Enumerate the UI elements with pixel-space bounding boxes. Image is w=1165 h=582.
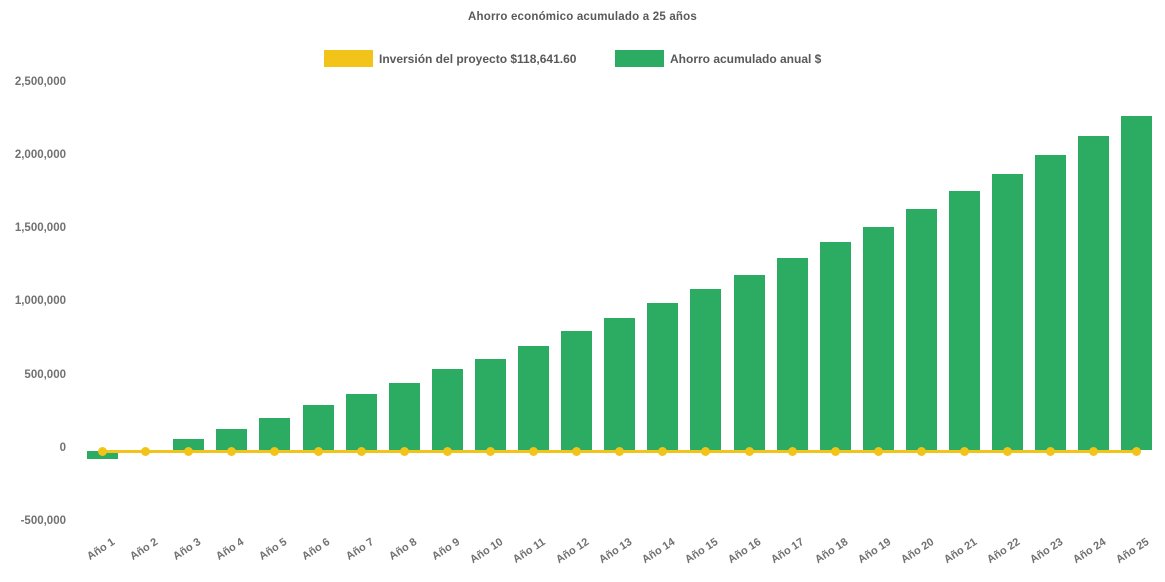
- x-tick-label: Año 21: [941, 536, 980, 567]
- x-tick-label: Año 3: [171, 536, 204, 563]
- x-tick-label: Año 17: [769, 536, 807, 567]
- x-tick-label: Año 24: [1071, 536, 1109, 567]
- savings-bar-año-21: [949, 191, 980, 451]
- x-tick-label: Año 1: [84, 536, 118, 563]
- savings-bar-año-10: [474, 359, 506, 451]
- savings-bar-año-3: [173, 439, 205, 451]
- investment-line-marker: [572, 446, 582, 456]
- savings-bar-año-18: [819, 242, 851, 451]
- savings-bar-año-4: [216, 429, 248, 451]
- x-tick-label: Año 10: [467, 536, 505, 567]
- savings-bar-año-23: [1035, 154, 1067, 451]
- savings-bar-año-11: [518, 345, 549, 451]
- investment-line-marker: [701, 446, 711, 456]
- savings-bar-año-8: [388, 382, 420, 451]
- x-tick-label: Año 23: [1027, 536, 1066, 567]
- investment-line-marker: [313, 446, 323, 456]
- investment-line-marker: [485, 446, 495, 456]
- x-tick-label: Año 19: [855, 536, 893, 567]
- investment-line-marker: [615, 446, 625, 456]
- investment-line-marker: [744, 446, 754, 456]
- x-tick-label: Año 25: [1114, 536, 1152, 567]
- investment-line-marker: [184, 446, 194, 456]
- x-tick-label: Año 14: [640, 536, 678, 567]
- investment-line-marker: [1003, 446, 1013, 456]
- investment-line-marker: [98, 446, 107, 456]
- x-tick-label: Año 6: [300, 536, 333, 563]
- savings-bar-año-12: [561, 331, 593, 451]
- x-tick-label: Año 20: [898, 536, 936, 567]
- savings-bar-año-22: [992, 173, 1024, 451]
- savings-bar-año-5: [259, 417, 291, 451]
- legend-swatch-investment: [324, 50, 373, 67]
- investment-line-marker: [916, 446, 926, 456]
- y-tick-label: 2,500,000: [14, 75, 66, 88]
- investment-line-marker: [529, 446, 538, 456]
- x-tick-label: Año 2: [127, 536, 161, 563]
- savings-bar-año-24: [1078, 136, 1110, 451]
- x-tick-label: Año 12: [553, 536, 592, 567]
- investment-line-marker: [1089, 446, 1099, 456]
- investment-line-marker: [960, 446, 969, 456]
- legend-item-investment[interactable]: Inversión del proyecto $118,641.60: [324, 50, 576, 67]
- y-tick-label: -500,000: [20, 515, 66, 528]
- x-tick-label: Año 18: [812, 536, 850, 567]
- x-tick-label: Año 13: [596, 536, 635, 567]
- investment-line-marker: [141, 446, 151, 456]
- x-tick-label: Año 11: [511, 536, 549, 566]
- investment-line-marker: [1132, 446, 1142, 456]
- y-tick-label: 1,500,000: [14, 222, 66, 235]
- investment-line-marker: [356, 446, 366, 456]
- y-tick-label: 500,000: [24, 368, 66, 381]
- y-tick-label: 1,000,000: [14, 295, 66, 308]
- savings-bar-año-25: [1121, 115, 1153, 451]
- savings-bar-año-16: [733, 274, 765, 451]
- investment-line-marker: [658, 446, 668, 456]
- x-tick-label: Año 8: [386, 536, 419, 563]
- investment-line-marker: [830, 446, 840, 456]
- legend-item-savings[interactable]: Ahorro acumulado anual $: [615, 50, 821, 67]
- investment-line-marker: [1046, 446, 1056, 456]
- investment-line-marker: [399, 446, 409, 456]
- investment-line-marker: [787, 446, 797, 456]
- x-tick-label: Año 15: [683, 536, 721, 567]
- savings-bar-año-13: [604, 317, 636, 451]
- investment-line-marker: [873, 446, 883, 456]
- x-tick-label: Año 5: [257, 536, 290, 563]
- x-tick-label: Año 9: [429, 536, 462, 563]
- x-tick-label: Año 16: [726, 536, 764, 567]
- investment-line-marker: [442, 446, 452, 456]
- savings-bar-año-15: [690, 288, 722, 451]
- savings-bar-año-14: [647, 303, 679, 451]
- x-tick-label: Año 4: [214, 536, 247, 563]
- x-tick-label: Año 7: [343, 536, 376, 563]
- legend-label-investment: Inversión del proyecto $118,641.60: [379, 51, 577, 66]
- savings-bar-año-17: [776, 258, 808, 451]
- legend-swatch-savings: [615, 50, 664, 67]
- investment-line-marker: [270, 446, 280, 456]
- y-tick-label: 0: [59, 442, 66, 454]
- investment-line-marker: [227, 446, 237, 456]
- savings-bar-año-9: [431, 369, 463, 451]
- savings-bar-año-6: [302, 405, 334, 451]
- savings-bar-año-20: [905, 209, 937, 451]
- legend-label-savings: Ahorro acumulado anual $: [670, 51, 822, 66]
- x-tick-label: Año 22: [984, 536, 1023, 567]
- chart-title: Ahorro económico acumulado a 25 años: [468, 11, 697, 23]
- savings-bar-año-19: [862, 226, 894, 451]
- y-tick-label: 2,000,000: [14, 148, 66, 161]
- savings-bar-año-7: [345, 393, 377, 451]
